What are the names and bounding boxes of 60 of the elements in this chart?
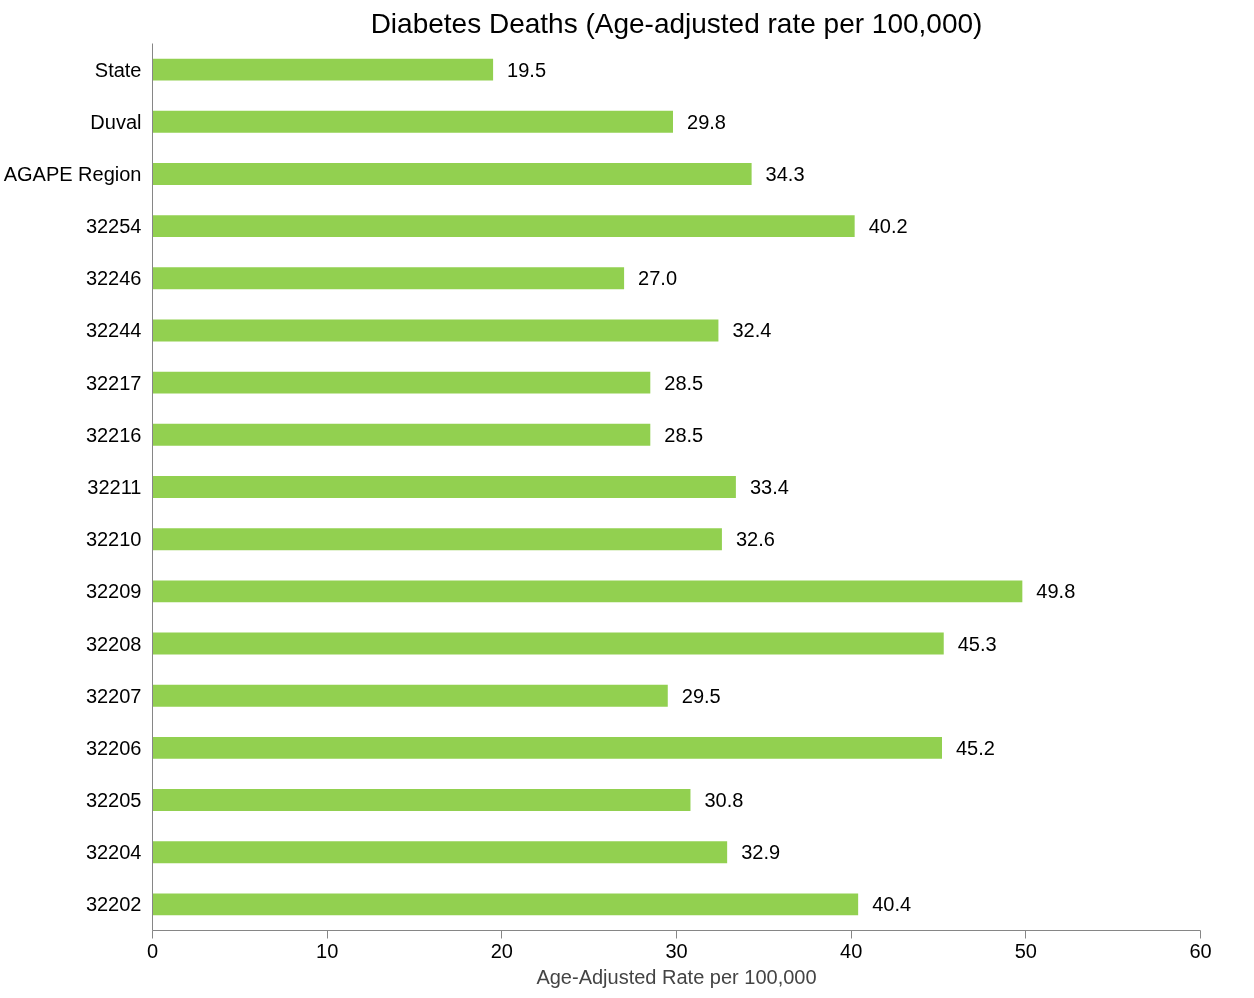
data-label: 40.4 xyxy=(872,893,912,916)
data-label: 28.5 xyxy=(664,371,704,394)
bar xyxy=(152,736,942,759)
x-tick-label: 60 xyxy=(1189,939,1212,962)
bar xyxy=(152,371,651,394)
data-label: 19.5 xyxy=(507,58,547,81)
x-tick-label: 10 xyxy=(316,939,339,962)
data-label: 32.6 xyxy=(735,528,775,551)
bar xyxy=(152,632,944,655)
data-label: 32.4 xyxy=(732,319,772,342)
data-label: 49.8 xyxy=(1036,580,1076,603)
data-label: 32.9 xyxy=(741,841,781,864)
y-tick-label: 32217 xyxy=(85,371,142,394)
y-tick-label: 32244 xyxy=(85,319,142,342)
data-label: 29.5 xyxy=(681,684,721,707)
data-label: 33.4 xyxy=(749,476,789,498)
y-tick-label: 32254 xyxy=(85,215,142,238)
bar xyxy=(152,580,1023,603)
y-tick-label: 32246 xyxy=(85,267,142,290)
bar xyxy=(152,58,494,81)
data-label: 28.5 xyxy=(664,423,704,446)
data-label: 27.0 xyxy=(638,267,678,290)
y-tick-label: 32209 xyxy=(85,580,142,603)
y-tick-label: 32211 xyxy=(87,476,142,498)
bar xyxy=(152,162,752,185)
data-label: 45.2 xyxy=(955,736,995,759)
bar xyxy=(152,841,728,864)
bar xyxy=(152,110,674,133)
chart-title: Diabetes Deaths (Age-adjusted rate per 100,000) xyxy=(370,7,983,39)
x-tick-label: 30 xyxy=(665,939,688,962)
bar xyxy=(152,319,719,342)
data-label: 34.3 xyxy=(765,162,805,185)
bar xyxy=(152,423,651,446)
bar xyxy=(152,267,625,290)
y-tick-label: Duval xyxy=(90,110,142,133)
y-tick-label: State xyxy=(94,58,142,81)
bar xyxy=(152,528,722,551)
bar xyxy=(152,893,859,916)
data-label: 45.3 xyxy=(957,632,997,655)
y-tick-label: 32210 xyxy=(85,528,142,551)
x-tick-label: 20 xyxy=(490,939,513,962)
data-label: 30.8 xyxy=(704,789,744,812)
y-tick-label: AGAPE Region xyxy=(3,162,142,185)
y-tick-label: 32206 xyxy=(85,736,142,759)
data-label: 40.2 xyxy=(868,215,908,238)
bar xyxy=(152,684,668,707)
x-axis-title: Age-Adjusted Rate per 100,000 xyxy=(536,965,817,988)
y-tick-label: 32204 xyxy=(85,841,142,864)
y-tick-label: 32205 xyxy=(85,789,142,812)
x-tick-label: 40 xyxy=(840,939,863,962)
data-label: 29.8 xyxy=(687,110,726,133)
y-tick-label: 32202 xyxy=(85,893,142,916)
y-tick-label: 32207 xyxy=(85,684,142,707)
x-tick-label: 50 xyxy=(1014,939,1037,962)
y-tick-label: 32216 xyxy=(85,423,142,446)
bar xyxy=(152,215,855,238)
x-tick-label: 0 xyxy=(146,939,159,962)
bar xyxy=(152,476,736,498)
bar xyxy=(152,789,691,812)
y-tick-label: 32208 xyxy=(85,632,142,655)
